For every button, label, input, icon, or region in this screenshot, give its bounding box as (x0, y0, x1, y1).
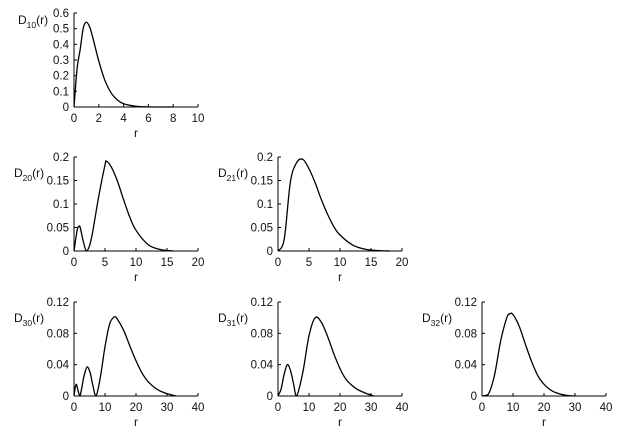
y-tick-label: 0.5 (53, 24, 69, 36)
x-tick-label: 6 (145, 113, 151, 125)
x-tick-label: 0 (479, 402, 485, 414)
y-tick-label: 0 (471, 391, 477, 403)
y-tick-label: 0.4 (53, 39, 70, 51)
x-tick-label: 40 (192, 402, 205, 414)
y-tick-label: 0.1 (53, 86, 69, 98)
x-tick-label: 0 (71, 113, 77, 125)
y-tick-label: 0.2 (257, 152, 273, 164)
x-tick-label: 30 (569, 402, 582, 414)
y-axis-label: D20(r) (14, 166, 44, 183)
y-axis-label: D30(r) (14, 311, 44, 328)
x-tick-label: 10 (334, 257, 347, 269)
series-line-d30 (73, 315, 177, 397)
y-tick-label: 0.6 (53, 8, 69, 20)
y-tick-label: 0 (267, 391, 273, 403)
y-tick-label: 0.08 (47, 328, 69, 340)
y-tick-label: 0.12 (455, 297, 477, 309)
x-tick-label: 10 (99, 402, 112, 414)
y-tick-label: 0.12 (47, 297, 69, 309)
x-tick-label: 10 (192, 113, 205, 125)
plot-d32: 0 0.04 0.08 0.12 0 10 20 30 40 r D32(r) (422, 297, 612, 429)
y-tick-label: 0.2 (53, 71, 69, 83)
x-tick-label: 5 (102, 257, 108, 269)
x-tick-label: 20 (396, 257, 409, 269)
x-tick-label: 10 (130, 257, 143, 269)
y-tick-label: 0.05 (47, 223, 69, 235)
x-tick-label: 20 (538, 402, 551, 414)
x-tick-label: 20 (334, 402, 347, 414)
x-axis-label: r (134, 270, 138, 284)
y-tick-label: 0.3 (53, 55, 69, 67)
y-tick-label: 0.2 (53, 152, 69, 164)
y-tick-label: 0 (63, 391, 69, 403)
y-axis-label: D31(r) (218, 311, 248, 328)
x-tick-label: 15 (161, 257, 174, 269)
y-tick-label: 0.04 (47, 360, 70, 372)
x-tick-label: 0 (71, 402, 77, 414)
x-tick-label: 20 (192, 257, 205, 269)
x-axis-label: r (338, 415, 342, 429)
x-tick-label: 0 (275, 402, 281, 414)
plot-d31: 0 0.04 0.08 0.12 0 10 20 30 40 r D31(r) (218, 297, 408, 429)
x-axis-label: r (134, 415, 138, 429)
y-tick-label: 0.04 (251, 360, 274, 372)
y-tick-label: 0.15 (47, 176, 69, 188)
y-axis-label: D32(r) (422, 311, 452, 328)
plot-d30: 0 0.04 0.08 0.12 0 10 20 30 40 r D30(r) (14, 297, 204, 429)
y-tick-label: 0 (63, 246, 69, 258)
series-line-d10 (73, 21, 174, 108)
x-tick-label: 30 (365, 402, 378, 414)
series-line-d20 (73, 160, 174, 252)
x-tick-label: 0 (275, 257, 281, 269)
x-tick-label: 0 (71, 257, 77, 269)
y-tick-label: 0.08 (455, 328, 477, 340)
y-tick-label: 0.08 (251, 328, 273, 340)
y-tick-label: 0 (63, 102, 69, 114)
plot-d20: 0 0.05 0.1 0.15 0.2 0 5 10 15 20 r D20(r) (14, 152, 204, 284)
y-tick-label: 0.12 (251, 297, 273, 309)
x-tick-label: 2 (96, 113, 102, 125)
x-tick-label: 8 (170, 113, 176, 125)
x-axis-label: r (338, 270, 342, 284)
y-axis-label: D10(r) (18, 13, 48, 30)
x-tick-label: 10 (507, 402, 520, 414)
x-tick-label: 40 (600, 402, 613, 414)
series-line-d32 (481, 312, 576, 397)
x-tick-label: 10 (303, 402, 316, 414)
x-tick-label: 20 (130, 402, 143, 414)
plot-d21: 0 0.05 0.1 0.15 0.2 0 5 10 15 20 r D21(r) (218, 152, 408, 284)
series-line-d21 (277, 158, 390, 252)
x-axis-label: r (134, 126, 138, 140)
y-tick-label: 0 (267, 246, 273, 258)
x-tick-label: 40 (396, 402, 409, 414)
y-tick-label: 0.05 (251, 223, 273, 235)
y-tick-label: 0.1 (53, 199, 69, 211)
plot-d10: 0 0.1 0.2 0.3 0.4 0.5 0.6 0 2 4 6 8 10 r D10(r) (18, 8, 204, 140)
y-tick-label: 0.15 (251, 176, 273, 188)
x-tick-label: 4 (120, 113, 127, 125)
y-axis-label: D21(r) (218, 166, 248, 183)
series-line-d31 (277, 316, 375, 397)
y-tick-label: 0.1 (257, 199, 273, 211)
x-tick-label: 30 (161, 402, 174, 414)
y-tick-label: 0.04 (455, 360, 478, 372)
x-tick-label: 15 (365, 257, 378, 269)
x-axis-label: r (542, 415, 546, 429)
x-tick-label: 5 (306, 257, 312, 269)
